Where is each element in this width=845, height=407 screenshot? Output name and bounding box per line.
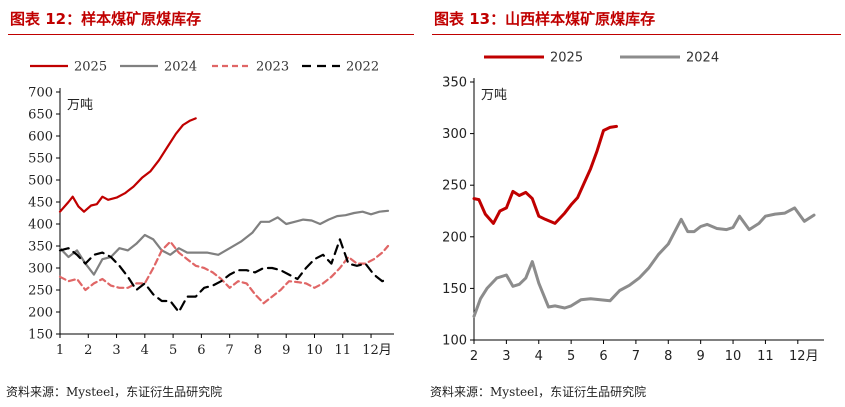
x-tick-label: 3 <box>502 349 510 364</box>
series-line-2023 <box>58 240 390 305</box>
x-tick-label: 10 <box>306 343 323 358</box>
x-tick-label: 7 <box>632 349 640 364</box>
chart-source: 资料来源：Mysteel，东证衍生品研究院 <box>430 385 647 399</box>
legend-label-2022: 2022 <box>346 60 379 75</box>
x-tick-label: 3 <box>112 343 120 358</box>
x-tick-label: 9 <box>697 349 705 364</box>
y-tick-label: 650 <box>28 108 53 123</box>
x-tick-label: 9 <box>282 343 290 358</box>
x-tick-label: 4 <box>141 343 149 358</box>
x-tick-label: 8 <box>664 349 672 364</box>
y-tick-label: 100 <box>442 334 467 349</box>
x-tick-label: 7 <box>226 343 234 358</box>
series-line-2025 <box>58 117 197 213</box>
x-tick-label: 1 <box>56 343 64 358</box>
x-tick-label: 6 <box>197 343 205 358</box>
y-tick-label: 250 <box>28 284 53 299</box>
y-tick-label: 200 <box>28 306 53 321</box>
y-tick-label: 200 <box>442 230 467 245</box>
y-tick-label: 500 <box>28 174 53 189</box>
y-tick-label: 300 <box>442 127 467 142</box>
x-tick-label: 5 <box>169 343 177 358</box>
series-line-2025 <box>472 124 618 225</box>
x-tick-label: 11 <box>757 349 774 364</box>
legend-label-2025: 2025 <box>550 51 583 66</box>
x-tick-label: 6 <box>599 349 607 364</box>
x-tick-label: 11 <box>334 343 351 358</box>
y-tick-label: 250 <box>442 179 467 194</box>
legend-label-2024: 2024 <box>686 51 719 66</box>
y-unit-label: 万吨 <box>481 88 507 103</box>
y-unit-label: 万吨 <box>67 98 93 113</box>
chart-title: 图表 12：样本煤矿原煤库存 <box>10 10 202 28</box>
y-tick-label: 550 <box>28 152 53 167</box>
series-line-2024 <box>58 209 390 276</box>
y-tick-label: 450 <box>28 196 53 211</box>
chart-title: 图表 13：山西样本煤矿原煤库存 <box>434 10 656 28</box>
series-line-2024 <box>472 206 816 318</box>
chart-panel-inventory-sample-mines: 图表 12：样本煤矿原煤库存 150 200 250 300 350 400 450 500 5… <box>0 0 418 407</box>
legend-label-2023: 2023 <box>256 60 289 75</box>
x-tick-label: 8 <box>254 343 262 358</box>
x-tick-label: 12月 <box>362 343 392 358</box>
x-tick-label: 12月 <box>789 349 819 364</box>
series-line-2022 <box>58 238 390 314</box>
y-tick-label: 150 <box>28 328 53 343</box>
x-tick-label: 2 <box>470 349 478 364</box>
x-tick-label: 5 <box>567 349 575 364</box>
chart-source: 资料来源：Mysteel，东证衍生品研究院 <box>6 385 223 399</box>
title-divider <box>8 34 414 35</box>
y-tick-label: 600 <box>28 130 53 145</box>
y-tick-label: 150 <box>442 282 467 297</box>
y-tick-label: 350 <box>28 240 53 255</box>
legend-label-2025: 2025 <box>74 60 107 75</box>
y-tick-label: 350 <box>442 76 467 91</box>
y-tick-label: 400 <box>28 218 53 233</box>
line-chart-svg: 100 150 200 250 300 350 2 3 4 5 6 7 8 9 10 11 12月 万吨 2025 2… <box>442 51 824 364</box>
legend-label-2024: 2024 <box>164 60 197 75</box>
x-tick-label: 10 <box>725 349 742 364</box>
x-tick-label: 2 <box>84 343 92 358</box>
x-tick-label: 4 <box>535 349 543 364</box>
y-tick-label: 300 <box>28 262 53 277</box>
y-tick-label: 700 <box>28 86 53 101</box>
title-divider <box>432 34 841 35</box>
line-chart-svg: 150 200 250 300 350 400 450 500 550 600 650 700 1 2 3 4… <box>28 60 394 358</box>
chart-panel-inventory-shanxi-mines: 图表 13：山西样本煤矿原煤库存 100 150 200 250 300 350 2 3 4 5 6… <box>424 0 845 407</box>
